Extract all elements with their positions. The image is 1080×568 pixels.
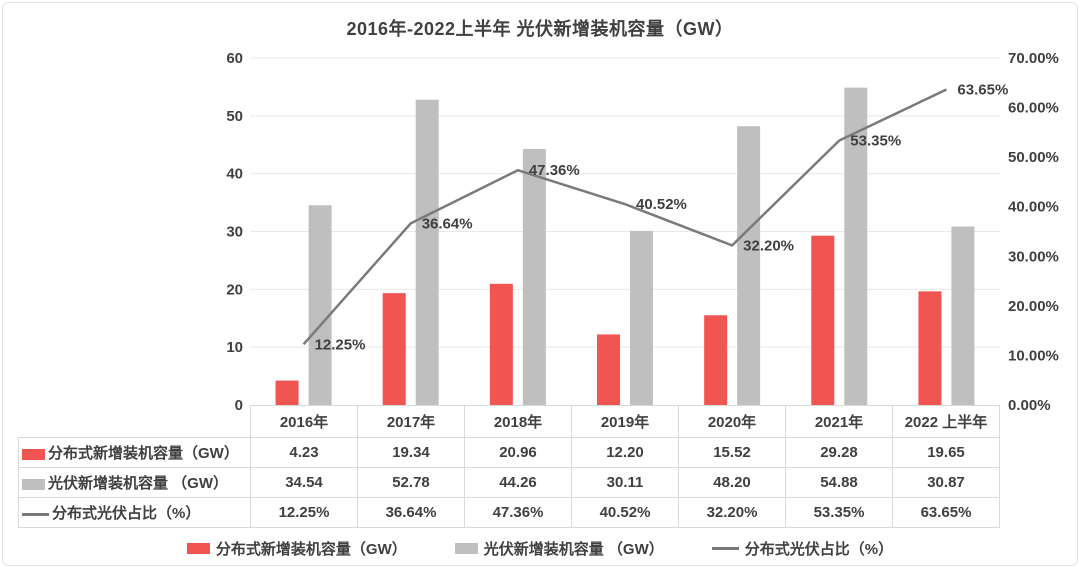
table-column-header: 2021年 — [785, 405, 893, 438]
table-cell: 12.25% — [250, 497, 358, 528]
bar-swatch-icon — [22, 478, 45, 490]
line-swatch-icon — [711, 546, 739, 550]
right-axis-tick: 50.00% — [1008, 149, 1059, 166]
data-table-body: 2016年 2017年 2018年 2019年 2020年 2021年 2022 上半年 分布… — [18, 405, 1000, 528]
table-column-header: 2017年 — [357, 405, 465, 438]
bar-distributed — [275, 380, 299, 405]
bar-distributed — [811, 235, 835, 405]
table-cell: 63.65% — [892, 497, 1000, 528]
ratio-line — [302, 88, 947, 346]
table-cell: 19.65 — [892, 437, 1000, 468]
line-swatch-icon — [22, 512, 49, 516]
table-row: 分布式新增装机容量（GW） 4.23 19.34 20.96 12.20 15.52 29.… — [18, 437, 1000, 468]
line-data-label: 63.65% — [957, 81, 1008, 98]
bar-distributed — [489, 283, 513, 405]
table-cell: 47.36% — [464, 497, 572, 528]
bar-total — [522, 149, 546, 405]
table-column-header: 2019年 — [571, 405, 679, 438]
line-data-label: 40.52% — [636, 196, 687, 213]
right-axis-tick: 30.00% — [1008, 248, 1059, 265]
table-cell: 30.11 — [571, 467, 679, 498]
table-cell: 48.20 — [678, 467, 786, 498]
table-column-header: 2022 上半年 — [892, 405, 1000, 438]
table-column-header: 2020年 — [678, 405, 786, 438]
right-axis-tick: 20.00% — [1008, 298, 1059, 315]
line-data-label: 36.64% — [422, 215, 473, 232]
legend-label: 光伏新增装机容量 （GW） — [483, 540, 664, 558]
bar-distributed — [704, 315, 728, 405]
table-cell: 40.52% — [571, 497, 679, 528]
bar-distributed — [597, 334, 620, 405]
right-axis-tick: 60.00% — [1008, 100, 1059, 117]
left-axis-tick: 10 — [226, 339, 243, 356]
right-axis-tick: 40.00% — [1008, 199, 1059, 216]
line-data-label: 53.35% — [850, 133, 901, 150]
table-cell: 32.20% — [678, 497, 786, 528]
left-axis-tick: 20 — [226, 281, 243, 298]
table-cell: 36.64% — [357, 497, 465, 528]
left-axis-tick: 40 — [226, 166, 243, 183]
table-cell: 54.88 — [785, 467, 893, 498]
table-cell: 30.87 — [892, 467, 1000, 498]
table-cell: 52.78 — [357, 467, 465, 498]
right-axis-tick: 10.00% — [1008, 347, 1059, 364]
gray-bar-swatch-icon — [454, 542, 478, 554]
table-row: 光伏新增装机容量 （GW） 34.54 52.78 44.26 30.11 48.20 54… — [18, 467, 1000, 498]
table-cell: 15.52 — [678, 437, 786, 468]
left-axis-tick: 50 — [226, 108, 243, 125]
bar-total — [308, 205, 332, 405]
legend-item-total: 光伏新增装机容量 （GW） — [454, 538, 664, 559]
bar-distributed — [918, 291, 942, 405]
chart-legend: 分布式新增装机容量（GW） 光伏新增装机容量 （GW） 分布式光伏占比（%） — [0, 536, 1080, 560]
table-cell: 44.26 — [464, 467, 572, 498]
table-header-row: 2016年 2017年 2018年 2019年 2020年 2021年 2022 上半年 — [19, 405, 1000, 438]
left-axis-tick: 60 — [226, 50, 243, 67]
table-cell: 4.23 — [250, 437, 358, 468]
legend-label: 分布式新增装机容量（GW） — [215, 540, 407, 558]
table-column-header: 2016年 — [250, 405, 358, 438]
bar-swatch-icon — [22, 448, 45, 460]
legend-item-distributed: 分布式新增装机容量（GW） — [186, 538, 407, 559]
table-cell: 20.96 — [464, 437, 572, 468]
bar-total — [951, 226, 975, 405]
chart-title: 2016年-2022上半年 光伏新增装机容量（GW） — [346, 19, 734, 39]
table-corner-cell — [19, 406, 251, 438]
table-cell: 19.34 — [357, 437, 465, 468]
line-data-label: 32.20% — [743, 237, 794, 254]
table-cell: 29.28 — [785, 437, 893, 468]
table-row-label: 分布式新增装机容量（GW） — [18, 437, 251, 468]
bar-total — [844, 87, 868, 406]
table-row-label: 分布式光伏占比（%） — [18, 497, 251, 528]
legend-item-ratio: 分布式光伏占比（%） — [711, 538, 894, 559]
table-cell: 12.20 — [571, 437, 679, 468]
table-row-label: 光伏新增装机容量 （GW） — [18, 467, 251, 498]
line-data-label: 12.25% — [315, 336, 366, 353]
line-data-label: 47.36% — [529, 162, 580, 179]
table-cell: 34.54 — [250, 467, 358, 498]
right-axis-tick: 70.00% — [1008, 50, 1059, 67]
left-axis-tick: 30 — [226, 224, 243, 241]
right-axis-tick: 0.00% — [1008, 397, 1051, 414]
legend-label: 分布式光伏占比（%） — [744, 540, 894, 558]
bar-distributed — [382, 293, 406, 405]
bar-total — [630, 230, 653, 405]
bar-total — [415, 99, 439, 405]
left-axis-tick: 0 — [235, 397, 243, 414]
bar-total — [737, 126, 761, 405]
red-bar-swatch-icon — [186, 542, 210, 554]
table-column-header: 2018年 — [464, 405, 572, 438]
data-table: 2016年 2017年 2018年 2019年 2020年 2021年 2022 上半年 分布… — [18, 405, 1000, 528]
table-cell: 53.35% — [785, 497, 893, 528]
table-row: 分布式光伏占比（%） 12.25% 36.64% 47.36% 40.52% 32.20%… — [18, 497, 1000, 528]
